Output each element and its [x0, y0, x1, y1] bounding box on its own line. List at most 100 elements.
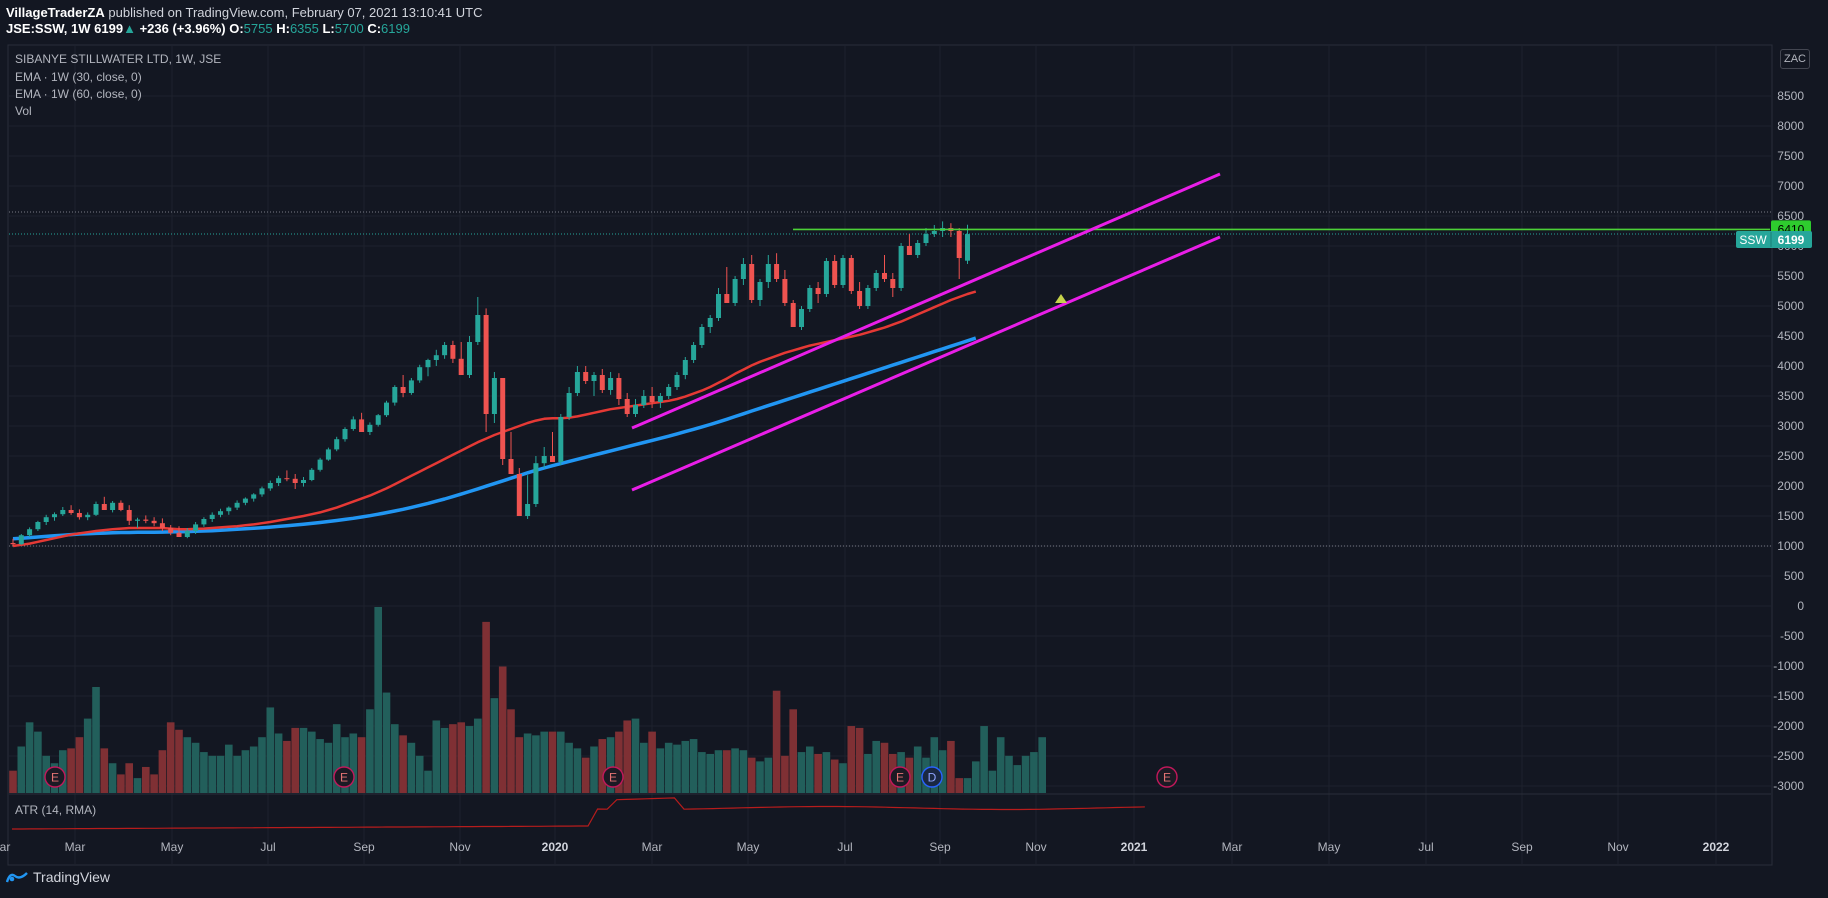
candlesticks — [10, 221, 970, 546]
volume-bar — [864, 753, 872, 793]
candle-body — [467, 342, 472, 375]
volume-bar — [938, 750, 947, 793]
candle-body — [500, 378, 506, 459]
candle-body — [10, 543, 16, 545]
candle-body — [857, 291, 863, 306]
candle-body — [60, 510, 66, 515]
candle-body — [566, 393, 572, 417]
price-tick-label: -2000 — [1773, 719, 1804, 733]
volume-bar — [988, 770, 997, 793]
candle-body — [309, 469, 315, 480]
candle-body — [956, 231, 962, 258]
legend-ema30[interactable]: EMA · 1W (30, close, 0) — [15, 70, 142, 84]
candle-body — [450, 345, 456, 359]
volume-bar — [565, 742, 573, 793]
volume-bar — [125, 763, 133, 793]
volume-bar — [714, 750, 723, 793]
tradingview-footer[interactable]: TradingView — [6, 869, 110, 885]
price-tick-label: 3500 — [1777, 389, 1804, 403]
candle-body — [699, 327, 705, 345]
volume-bar — [92, 686, 100, 793]
candle-body — [292, 478, 298, 483]
open-label: O: — [229, 21, 244, 36]
candle-body — [301, 480, 306, 483]
volume-bar — [67, 748, 75, 793]
earnings-marker — [44, 766, 66, 788]
legend-symbol[interactable]: SIBANYE STILLWATER LTD, 1W, JSE — [15, 52, 222, 66]
candle-body — [724, 294, 730, 303]
candle-body — [848, 258, 854, 291]
volume-bar — [349, 733, 358, 793]
volume-bar — [980, 726, 988, 793]
price-change: +236 (+3.96%) — [139, 21, 226, 36]
candle-body — [682, 360, 688, 375]
candle-body — [350, 419, 356, 429]
volume-bar — [341, 737, 349, 793]
time-tick-label: Jul — [260, 840, 275, 854]
volume-bar — [806, 746, 814, 793]
volume-bar — [847, 726, 856, 793]
author-name[interactable]: VillageTraderZA — [6, 5, 105, 20]
volume-bar — [9, 770, 17, 793]
price-tick-label: 6500 — [1777, 209, 1804, 223]
price-tick-label: -1000 — [1773, 659, 1804, 673]
candle-body — [325, 449, 331, 460]
volume-bar — [391, 724, 399, 793]
earnings-marker — [333, 766, 355, 788]
candle-body — [599, 375, 605, 390]
candle-body — [608, 378, 614, 390]
volume-bar — [357, 737, 366, 793]
volume-bar — [606, 737, 615, 793]
volume-bar — [399, 735, 407, 793]
candle-body — [749, 264, 755, 300]
candle-body — [126, 510, 132, 521]
volume-bar — [615, 731, 623, 793]
grid-lines — [9, 46, 1771, 865]
candle-body — [251, 494, 257, 499]
currency-button[interactable]: ZAC — [1780, 49, 1810, 69]
candle-body — [201, 519, 207, 525]
candle-body — [276, 478, 282, 483]
volume-bar — [299, 727, 308, 793]
open-value: 5755 — [243, 21, 273, 36]
event-label: E — [51, 771, 59, 785]
time-tick-label: 2021 — [1121, 840, 1148, 854]
volume-bar — [283, 740, 291, 793]
volume-bar — [772, 690, 781, 793]
volume-bar — [449, 724, 457, 793]
ema-lines — [12, 290, 977, 548]
legend-ema60[interactable]: EMA · 1W (60, close, 0) — [15, 87, 142, 101]
ema30-line — [12, 290, 977, 548]
volume-bar — [175, 729, 183, 793]
candle-body — [176, 532, 182, 537]
volume-bar — [150, 774, 158, 793]
volume-bar — [855, 727, 864, 793]
dividend-marker — [921, 766, 943, 788]
price-tick-label: 1000 — [1777, 539, 1804, 553]
volume-bar — [266, 707, 275, 793]
legend-atr[interactable]: ATR (14, RMA) — [15, 803, 97, 817]
price-tick-label: -500 — [1780, 629, 1804, 643]
candle-body — [832, 261, 838, 285]
volume-bar — [573, 748, 582, 793]
volume-bar — [830, 759, 839, 793]
candle-body — [359, 419, 365, 432]
volume-bar — [880, 742, 889, 793]
volume-bar — [631, 718, 640, 793]
legend-vol[interactable]: Vol — [15, 104, 32, 118]
volume-bar — [1013, 765, 1022, 793]
candle-body — [616, 378, 622, 399]
candle-body — [110, 502, 116, 510]
volume-bar — [117, 774, 125, 793]
time-tick-label: Sep — [1511, 840, 1533, 854]
time-tick-label: Mar — [1222, 840, 1243, 854]
volume-bar — [216, 755, 225, 793]
candle-body — [35, 522, 41, 530]
price-tick-label: 4500 — [1777, 329, 1804, 343]
low-value: 5700 — [334, 21, 364, 36]
candle-body — [27, 529, 33, 536]
atr-line — [12, 797, 1145, 830]
volume-bar — [681, 740, 690, 793]
